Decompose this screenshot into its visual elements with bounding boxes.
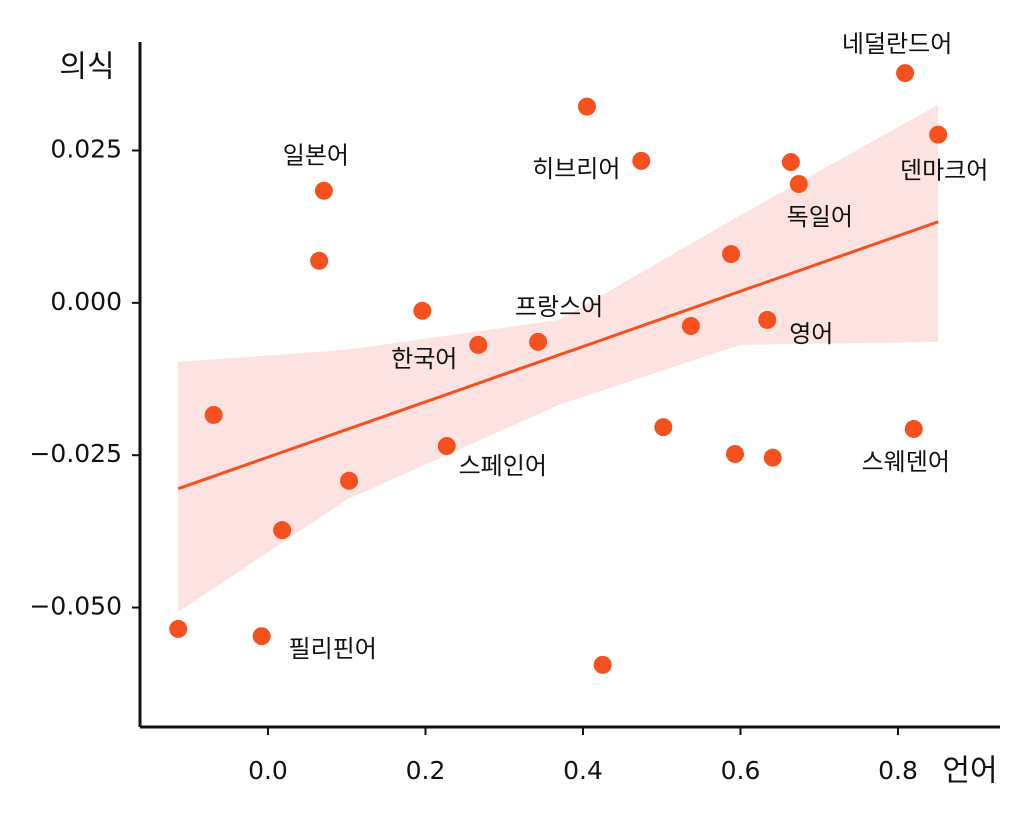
point-label: 필리핀어 (289, 635, 377, 663)
point-label: 덴마크어 (900, 157, 988, 185)
point (273, 521, 292, 540)
regression-line (177, 220, 939, 491)
point (169, 619, 188, 638)
point (781, 153, 800, 172)
point-label: 독일어 (787, 203, 853, 231)
point (252, 627, 271, 646)
point (577, 97, 596, 116)
y-tick-label: −0.025 (29, 439, 122, 468)
y-axis-label: 의식 (59, 50, 114, 85)
point (632, 151, 651, 170)
point (722, 245, 741, 264)
point-label: 네덜란드어 (842, 30, 952, 58)
point (654, 418, 673, 437)
point (789, 174, 808, 193)
point (904, 419, 923, 438)
point-label: 한국어 (391, 345, 457, 373)
point (681, 316, 700, 335)
point (314, 181, 333, 200)
point-label: 영어 (789, 320, 833, 348)
point (204, 405, 223, 424)
x-tick-label: 0.8 (878, 756, 918, 785)
point (929, 125, 948, 144)
point (529, 332, 548, 351)
point-label: 스페인어 (459, 452, 547, 480)
y-tick-label: 0.025 (50, 134, 122, 163)
x-tick-label: 0.0 (248, 756, 288, 785)
point (469, 335, 488, 354)
x-tick-label: 0.6 (721, 756, 761, 785)
confidence-band (178, 104, 939, 612)
point (896, 64, 915, 83)
point (763, 448, 782, 467)
point-label: 스웨덴어 (862, 448, 950, 476)
x-axis-label: 언어 (942, 754, 997, 789)
point-label: 일본어 (283, 142, 349, 170)
point-label: 프랑스어 (515, 293, 603, 321)
x-tick-label: 0.2 (406, 756, 446, 785)
point (340, 471, 359, 490)
point (593, 655, 612, 674)
point-label: 히브리어 (532, 155, 620, 183)
x-tick-label: 0.4 (563, 756, 603, 785)
y-tick-label: −0.050 (29, 592, 122, 621)
point (413, 301, 432, 320)
point (725, 444, 744, 463)
point (437, 437, 456, 456)
point (310, 251, 329, 270)
point (758, 310, 777, 329)
y-tick-label: 0.000 (50, 287, 122, 316)
